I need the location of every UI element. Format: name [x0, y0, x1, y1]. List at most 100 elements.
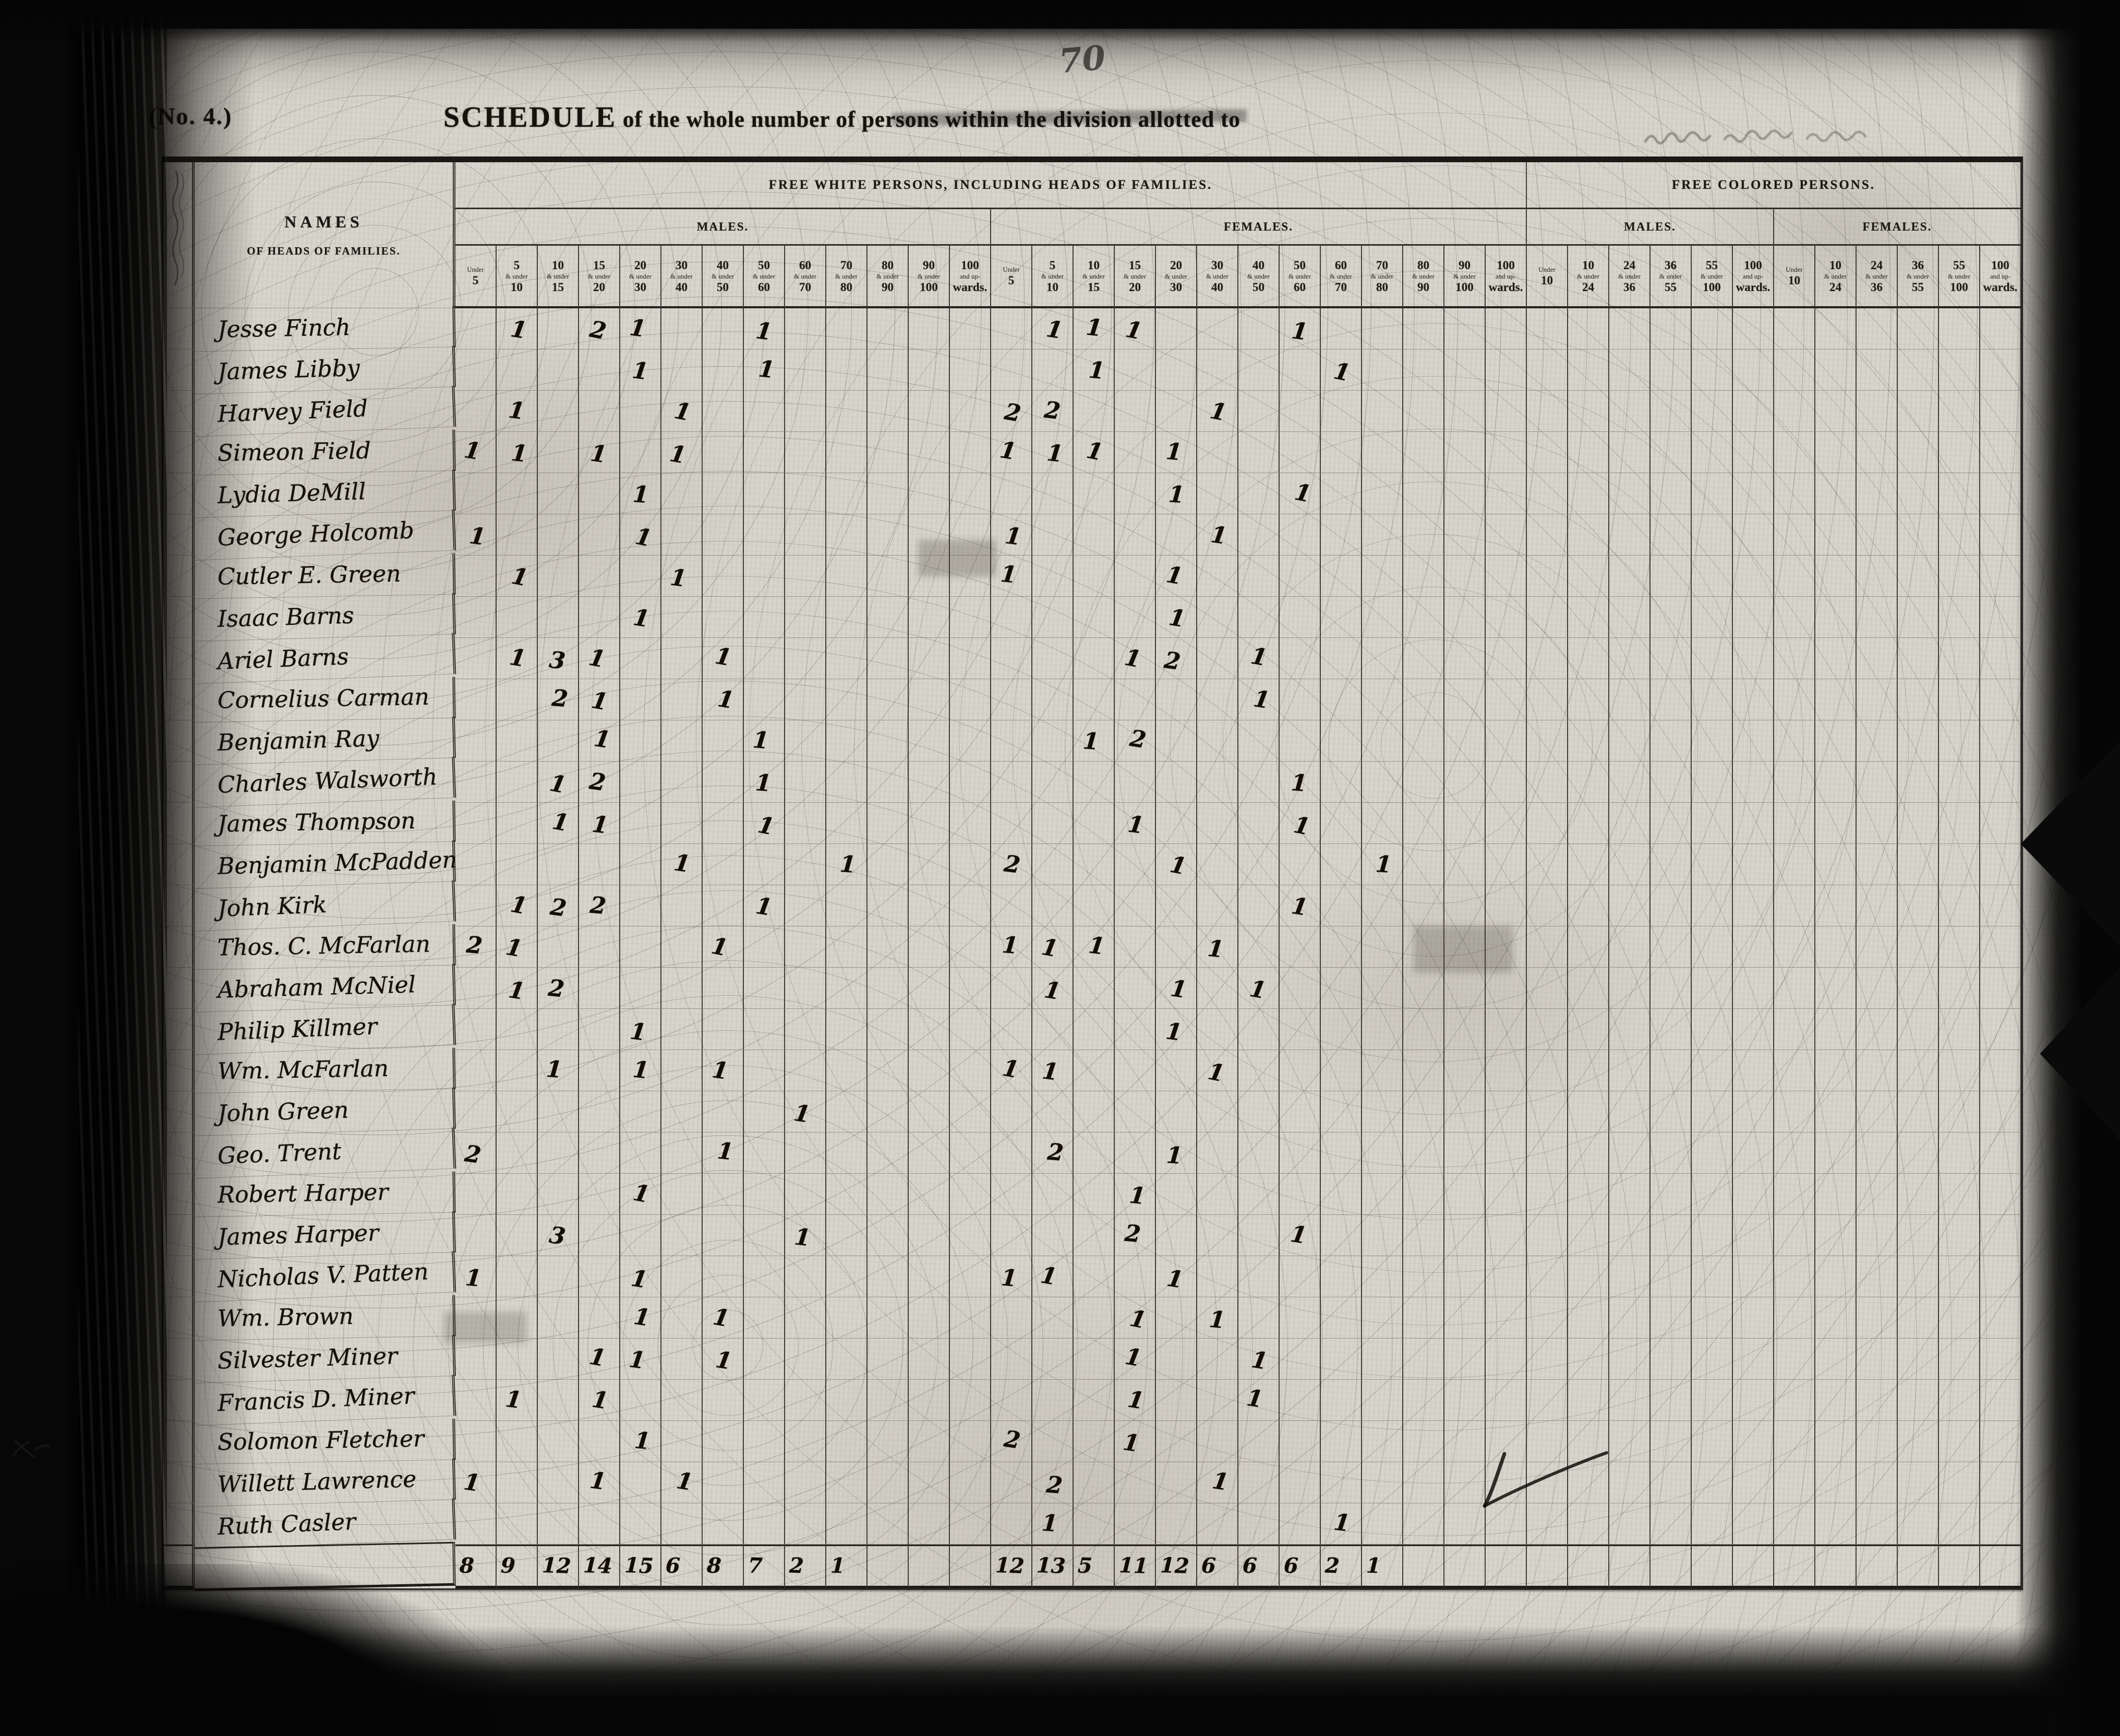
- age-label: 40: [676, 280, 688, 294]
- tally-cell-white-female: [1444, 1009, 1486, 1050]
- tally-cell-white-male: 1: [497, 391, 538, 432]
- tally-cell-white-female: [1238, 762, 1280, 803]
- tally-cell-white-male: [744, 1380, 785, 1421]
- tally-cell-white-female: [1197, 679, 1238, 720]
- tally-cell-white-female: 1: [991, 432, 1032, 473]
- age-label: 80: [1417, 258, 1429, 272]
- tally-cell-white-male: 1: [579, 1462, 620, 1503]
- tally-cell-white-female: [1444, 1503, 1486, 1545]
- tally-mark: 1: [1208, 1306, 1226, 1334]
- tally-cell-white-male: [579, 1091, 620, 1132]
- tally-cell-colored-female: [1980, 720, 2021, 762]
- tally-cell-white-male: [455, 885, 497, 926]
- margin-cell: [163, 1050, 195, 1091]
- tally-mark: 2: [1046, 1138, 1065, 1167]
- tally-cell-white-female: 1: [1197, 514, 1238, 556]
- tally-mark: 1: [628, 1346, 647, 1375]
- tally-mark: 1: [716, 685, 736, 715]
- tally-cell-colored-female: [1980, 1215, 2021, 1256]
- tally-cell-colored-male: [1527, 1503, 1568, 1545]
- tally-mark: 2: [1128, 725, 1148, 754]
- tally-cell-colored-male: [1527, 391, 1568, 432]
- tally-cell-colored-female: [1980, 1091, 2021, 1132]
- tally-cell-colored-female: [1898, 349, 1939, 391]
- tally-cell-white-female: [991, 638, 1032, 679]
- tally-cell-white-female: [1238, 1132, 1280, 1174]
- tally-cell-colored-male: [1692, 1503, 1733, 1545]
- head-of-family-name: James Thompson: [194, 800, 456, 847]
- tally-cell-white-male: [826, 597, 868, 638]
- tally-cell-colored-male: [1609, 391, 1651, 432]
- tally-cell-colored-male: [1651, 308, 1692, 349]
- tally-cell-white-male: [950, 308, 991, 349]
- tally-cell-colored-female: [1898, 1050, 1939, 1091]
- tally-mark: 1: [629, 1264, 649, 1294]
- tally-cell-white-female: [1238, 597, 1280, 638]
- tally-cell-white-female: [1486, 1091, 1527, 1132]
- tally-cell-white-male: [868, 1091, 909, 1132]
- tally-cell-white-female: [1032, 1421, 1074, 1462]
- tally-cell-colored-female: [1898, 1256, 1939, 1297]
- tally-cell-white-male: 1: [785, 1215, 826, 1256]
- tally-cell-colored-male: [1651, 926, 1692, 968]
- tally-cell-colored-male: [1651, 638, 1692, 679]
- tally-cell-colored-female: [1774, 968, 1815, 1009]
- tally-cell-white-male: 1: [497, 926, 538, 968]
- tally-cell-white-female: [1444, 926, 1486, 968]
- tally-cell-white-female: [1362, 1297, 1403, 1339]
- tally-cell-white-male: [538, 1380, 579, 1421]
- tally-cell-white-female: [1403, 1503, 1444, 1545]
- tally-cell-white-male: [579, 1009, 620, 1050]
- age-label: 70: [1376, 258, 1388, 272]
- tally-cell-colored-male: [1609, 1297, 1651, 1339]
- tally-cell-white-male: [744, 679, 785, 720]
- tally-cell-colored-female: [1980, 1380, 2021, 1421]
- tally-cell-white-female: [1362, 556, 1403, 597]
- tally-cell-white-male: [950, 762, 991, 803]
- tally-cell-colored-male: [1692, 968, 1733, 1009]
- tally-cell-white-male: [868, 1009, 909, 1050]
- tally-cell-white-male: [497, 1339, 538, 1380]
- head-of-family-name: Solomon Fletcher: [194, 1418, 456, 1465]
- tally-cell-white-female: 1: [1115, 1297, 1156, 1339]
- tally-cell-white-male: [785, 1297, 826, 1339]
- tally-mark: 1: [547, 769, 569, 799]
- tally-cell-colored-female: [1857, 1256, 1898, 1297]
- tally-cell-white-male: [497, 844, 538, 885]
- tally-cell-white-male: 1: [620, 1174, 661, 1215]
- tally-cell-colored-male: [1692, 679, 1733, 720]
- vertical-illegible-text: [172, 170, 184, 286]
- tally-mark: 1: [1085, 314, 1104, 342]
- tally-cell-white-female: [991, 885, 1032, 926]
- tally-cell-white-female: [1403, 1174, 1444, 1215]
- title-rest: of the whole number of persons within th…: [622, 107, 1240, 132]
- margin-cell: [163, 926, 195, 968]
- tally-mark: 1: [632, 480, 650, 509]
- tally-cell-white-male: [744, 1174, 785, 1215]
- tally-cell-white-male: [579, 1215, 620, 1256]
- tally-cell-white-female: [1403, 1256, 1444, 1297]
- tally-cell-colored-female: [1980, 1009, 2021, 1050]
- age-label: 36: [1623, 280, 1635, 294]
- tally-cell-white-male: [703, 720, 744, 762]
- tally-mark: 1: [755, 811, 777, 841]
- tally-cell-white-male: [497, 1421, 538, 1462]
- tally-cell-white-male: [868, 391, 909, 432]
- tally-cell-colored-male: [1733, 1174, 1774, 1215]
- tally-cell-white-male: 1: [826, 844, 868, 885]
- age-label: & under: [1041, 272, 1064, 280]
- tally-mark: 1: [1164, 1018, 1184, 1046]
- margin-cell: [163, 679, 195, 720]
- tally-cell-white-male: [909, 1009, 950, 1050]
- tally-cell-colored-male: [1568, 1297, 1609, 1339]
- tally-cell-colored-male: [1733, 514, 1774, 556]
- tally-cell-white-female: [1115, 885, 1156, 926]
- tally-cell-colored-male: [1651, 1091, 1692, 1132]
- tally-cell-colored-male: [1568, 885, 1609, 926]
- tally-cell-white-female: 1: [1280, 308, 1321, 349]
- tally-cell-white-male: [744, 1462, 785, 1503]
- tally-cell-white-male: [579, 844, 620, 885]
- tally-cell-colored-female: [1980, 885, 2021, 926]
- margin-cell: [163, 1009, 195, 1050]
- tally-cell-white-male: [826, 926, 868, 968]
